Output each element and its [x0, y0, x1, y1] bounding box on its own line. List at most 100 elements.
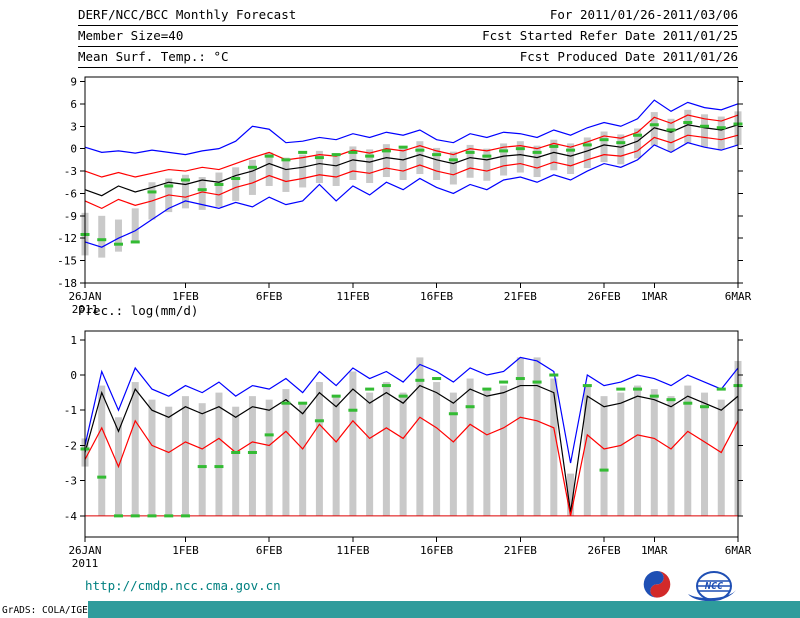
y-tick-label: -4	[64, 510, 78, 523]
x-tick-label: 1FEB	[172, 544, 199, 557]
observation-dash	[649, 394, 659, 398]
spread-bar	[667, 118, 675, 152]
spread-bar	[248, 159, 256, 195]
observation-dash	[633, 133, 643, 137]
x-tick-label: 21FEB	[504, 290, 537, 303]
x-tick-label: 6MAR	[725, 544, 752, 557]
observation-dash	[180, 178, 190, 182]
spread-bar	[382, 144, 390, 178]
spread-bar	[516, 357, 524, 516]
spread-bar	[181, 174, 189, 209]
spread-bar	[98, 215, 106, 258]
spread-bar	[248, 396, 256, 516]
spread-bar	[198, 177, 206, 210]
spread-bar	[483, 148, 491, 181]
ensemble-spread-bars	[81, 109, 742, 258]
observation-dash	[348, 150, 358, 154]
x-tick-label: 6FEB	[256, 290, 283, 303]
observation-dash	[499, 149, 509, 153]
spread-bar	[114, 219, 122, 252]
x-tick-label: 21FEB	[504, 544, 537, 557]
ensemble-spread-bars	[81, 357, 742, 516]
series-ensemble-mean-line	[84, 384, 739, 513]
observation-dash	[97, 475, 107, 479]
ncc-logo-lines	[697, 580, 731, 592]
observation-dashes	[80, 373, 743, 518]
x-tick-label: 16FEB	[420, 544, 453, 557]
observation-dash	[599, 468, 609, 472]
observation-dash	[666, 398, 676, 402]
precip-chart-title: Prec.: log(mm/d)	[78, 303, 199, 318]
observation-dash	[164, 514, 174, 518]
statusbar: GrADS: COLA/IGES	[0, 601, 800, 618]
x-tick-label: 11FEB	[336, 544, 369, 557]
observation-dash	[381, 149, 391, 153]
forecast-range: For 2011/01/26-2011/03/06	[549, 7, 738, 22]
spread-bar	[617, 392, 625, 516]
fcst-produced-date: Fcst Produced Date 2011/01/26	[519, 49, 738, 64]
spread-bar	[583, 137, 591, 169]
series-upper-spread-line	[84, 114, 739, 178]
observation-dash	[549, 373, 559, 377]
spread-bar	[533, 357, 541, 516]
y-tick-label: -2	[64, 439, 77, 452]
x-tick-label: 11FEB	[336, 290, 369, 303]
spread-bar	[232, 167, 240, 201]
observation-dash	[113, 242, 123, 246]
header-row-2: Member Size=40 Fcst Started Refer Date 2…	[78, 26, 738, 47]
observation-dashes	[80, 121, 743, 246]
x-tick-label: 1FEB	[172, 290, 199, 303]
observation-dash	[616, 141, 626, 145]
x-tick-sublabel: 2011	[72, 303, 99, 316]
member-size: Member Size=40	[78, 28, 184, 43]
spread-bar	[500, 143, 508, 176]
series-lower-spread-line	[84, 134, 739, 210]
spread-bar	[131, 382, 139, 516]
observation-dash	[700, 405, 710, 409]
statusbar-fill	[88, 601, 800, 618]
y-tick-label: -3	[64, 475, 77, 488]
observation-dash	[281, 158, 291, 162]
spread-bar	[583, 385, 591, 516]
spread-bar	[449, 151, 457, 185]
observation-dash	[532, 380, 542, 384]
y-tick-label: 0	[70, 143, 77, 156]
spread-bar	[600, 396, 608, 516]
observation-dash	[147, 514, 157, 518]
spread-bar	[399, 147, 407, 180]
observation-dash	[314, 156, 324, 160]
spread-bar	[684, 385, 692, 516]
observation-dash	[231, 450, 241, 454]
spread-bar	[667, 396, 675, 516]
observation-dash	[314, 419, 324, 423]
observation-dash	[365, 387, 375, 391]
spread-bar	[349, 146, 357, 180]
spread-bar	[349, 371, 357, 516]
header: DERF/NCC/BCC Monthly Forecast For 2011/0…	[78, 5, 738, 68]
observation-dash	[180, 514, 190, 518]
y-tick-label: -12	[57, 232, 77, 245]
fcst-start-date: Fcst Started Refer Date 2011/01/25	[482, 28, 738, 43]
plot-border	[84, 76, 739, 284]
spread-bar	[366, 149, 374, 183]
y-tick-label: -18	[57, 277, 77, 290]
spread-bar	[315, 382, 323, 516]
observation-dash	[381, 384, 391, 388]
ncc-logo: NCC	[688, 571, 736, 602]
observation-dash	[197, 188, 207, 192]
spread-bar	[299, 154, 307, 188]
observation-dash	[264, 154, 274, 158]
observation-dash	[448, 412, 458, 416]
y-tick-label: 0	[70, 369, 77, 382]
observation-dash	[97, 238, 107, 242]
spread-bar	[634, 385, 642, 516]
website-link[interactable]: http://cmdp.ncc.cma.gov.cn	[85, 578, 281, 593]
spread-bar	[215, 392, 223, 516]
spread-bar	[516, 141, 524, 173]
observation-dash	[331, 153, 341, 157]
y-tick-label: 9	[70, 75, 77, 88]
observation-dash	[532, 150, 542, 154]
